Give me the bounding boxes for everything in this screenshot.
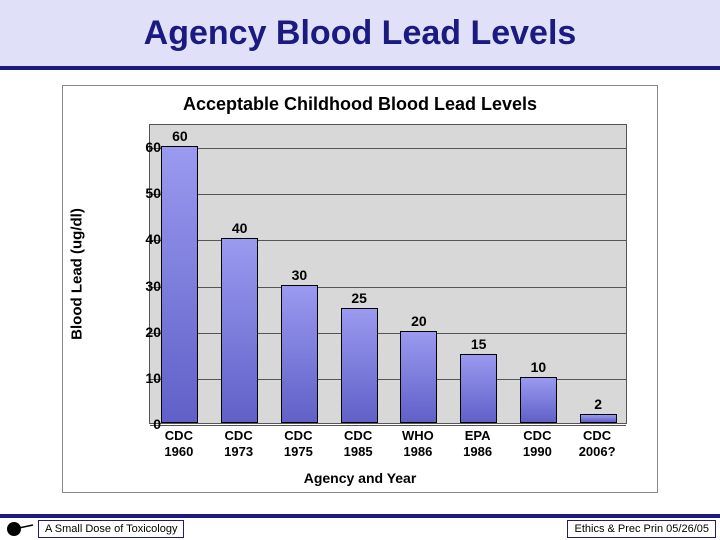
xtick-label: EPA1986: [463, 428, 492, 459]
bar-value-label: 25: [351, 290, 367, 306]
gridline: [150, 425, 626, 426]
bar-value-label: 30: [292, 267, 308, 283]
footer-right-text: Ethics & Prec Prin 05/26/05: [567, 520, 716, 538]
xtick-label: CDC2006?: [579, 428, 616, 459]
slide-footer: A Small Dose of Toxicology Ethics & Prec…: [0, 514, 720, 540]
chart-plot-area: 60 40 30 25 20 15 10 2: [149, 124, 627, 424]
xtick-label: CDC1973: [224, 428, 253, 459]
ytick-label: 40: [139, 231, 161, 247]
ytick-label: 20: [139, 324, 161, 340]
chart-bar: [400, 331, 437, 423]
footer-logo-icon: [4, 519, 36, 539]
chart-ylabel: Blood Lead (ug/dl): [69, 208, 86, 340]
ytick-label: 10: [139, 370, 161, 386]
bar-value-label: 20: [411, 313, 427, 329]
gridline: [150, 148, 626, 149]
xtick-label: WHO1986: [402, 428, 434, 459]
chart-bar: [161, 146, 198, 423]
chart-bar: [520, 377, 557, 423]
chart-bar: [580, 414, 617, 423]
chart-bar: [221, 238, 258, 423]
footer-left-text: A Small Dose of Toxicology: [38, 520, 184, 538]
chart-xlabel: Agency and Year: [63, 470, 657, 486]
xtick-label: CDC1985: [344, 428, 373, 459]
ytick-label: 30: [139, 278, 161, 294]
chart-bar: [341, 308, 378, 423]
chart-container: Acceptable Childhood Blood Lead Levels B…: [62, 85, 658, 493]
chart-title: Acceptable Childhood Blood Lead Levels: [63, 94, 657, 115]
xtick-label: CDC1975: [284, 428, 313, 459]
ytick-label: 0: [139, 416, 161, 432]
ytick-label: 60: [139, 139, 161, 155]
slide-header: Agency Blood Lead Levels: [0, 0, 720, 70]
bar-value-label: 10: [531, 359, 547, 375]
ytick-label: 50: [139, 185, 161, 201]
bar-value-label: 40: [232, 220, 248, 236]
xtick-label: CDC1960: [164, 428, 193, 459]
xtick-label: CDC1990: [523, 428, 552, 459]
chart-bar: [281, 285, 318, 423]
chart-bar: [460, 354, 497, 423]
bar-value-label: 2: [594, 396, 602, 412]
gridline: [150, 194, 626, 195]
slide-title: Agency Blood Lead Levels: [144, 14, 577, 53]
bar-value-label: 15: [471, 336, 487, 352]
bar-value-label: 60: [172, 128, 188, 144]
